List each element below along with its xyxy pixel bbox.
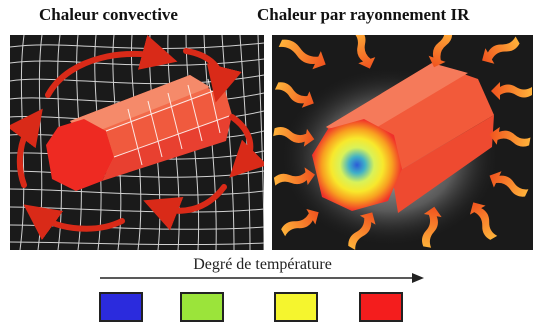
swatch-green	[180, 292, 224, 322]
convection-arrow-top-right	[183, 48, 242, 103]
ir-arrow	[421, 206, 442, 248]
temperature-scale: Degré de température	[100, 256, 425, 283]
convective-heat-title: Chaleur convective	[39, 5, 178, 24]
ir-arrow	[482, 36, 520, 64]
ir-arrow	[428, 35, 453, 68]
ir-arrows	[273, 35, 532, 250]
ir-arrow	[278, 39, 326, 70]
ir-arrow	[281, 208, 319, 237]
convective-heat-svg	[10, 35, 264, 250]
ir-arrow	[489, 127, 531, 147]
temperature-axis-label: Degré de température	[193, 256, 332, 273]
convective-heat-illustration	[10, 35, 264, 250]
convection-arrow-left	[10, 108, 43, 188]
convection-arrow-top-left	[45, 35, 178, 98]
convection-arrow-right	[229, 114, 264, 178]
ir-arrow	[273, 167, 315, 186]
swatch-red	[359, 292, 403, 322]
ir-arrow	[348, 212, 376, 250]
temperature-color-legend	[0, 292, 541, 322]
convection-arrows	[10, 35, 264, 241]
ir-radiation-svg	[272, 35, 533, 250]
ir-arrow	[274, 82, 314, 108]
ir-arrow	[491, 82, 532, 100]
convection-arrow-bottom-right	[143, 184, 227, 231]
heated-object	[46, 75, 232, 191]
ir-radiation-title: Chaleur par rayonnement IR	[257, 5, 470, 24]
swatch-blue	[99, 292, 143, 322]
heated-object	[312, 63, 494, 213]
axis-arrow-icon	[100, 273, 424, 283]
ir-arrow	[469, 202, 498, 240]
swatch-yellow	[274, 292, 318, 322]
ir-arrow	[273, 126, 315, 147]
ir-radiation-illustration	[272, 35, 533, 250]
convection-arrow-bottom	[23, 204, 125, 241]
ir-arrow	[352, 35, 376, 69]
ir-arrow	[489, 171, 529, 197]
